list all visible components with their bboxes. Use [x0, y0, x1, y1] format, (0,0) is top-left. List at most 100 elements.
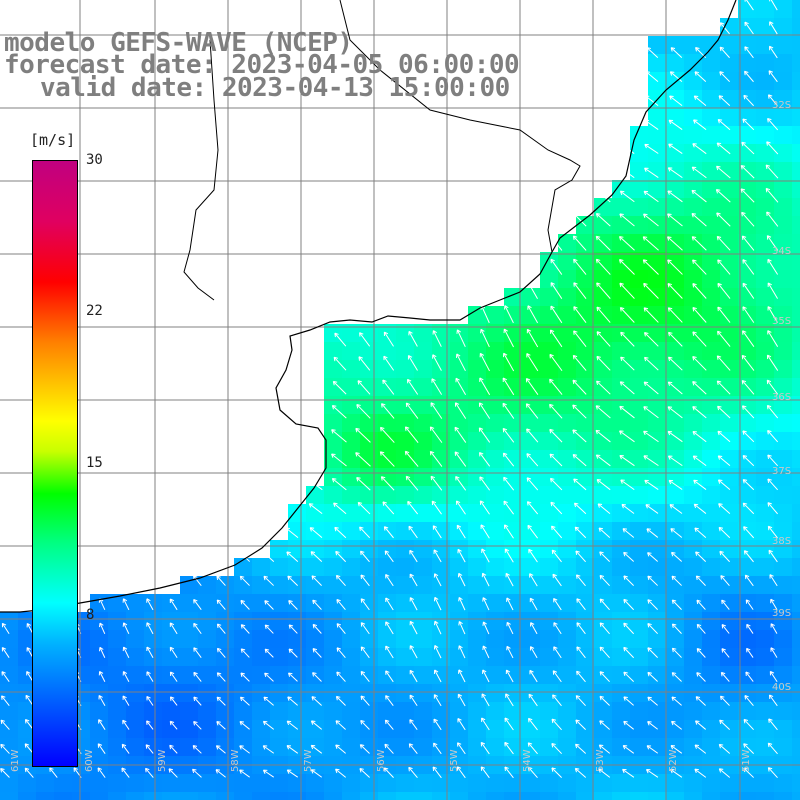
speed-cell	[648, 774, 667, 793]
speed-cell	[738, 792, 757, 800]
colorbar-label-8: 8	[86, 607, 95, 623]
wind-arrow	[502, 452, 515, 467]
speed-cell	[684, 144, 703, 163]
speed-cell	[756, 486, 775, 505]
speed-cell	[432, 450, 451, 469]
wind-arrow	[718, 768, 731, 778]
wind-arrow	[765, 164, 779, 179]
speed-cell	[18, 774, 37, 793]
speed-cell	[558, 468, 577, 487]
wind-arrow	[331, 404, 347, 419]
speed-cell	[180, 792, 199, 800]
wind-arrow	[718, 526, 731, 539]
speed-cell	[450, 720, 469, 739]
wind-arrow	[549, 378, 563, 395]
wind-arrow	[767, 282, 778, 299]
wind-arrow	[169, 671, 178, 682]
speed-cell	[486, 558, 505, 577]
speed-cell	[504, 450, 523, 469]
speed-cell	[684, 162, 703, 181]
longitude-label: 56W	[376, 749, 387, 772]
speed-cell	[504, 738, 523, 757]
wind-arrow	[454, 402, 467, 419]
speed-cell	[792, 630, 800, 649]
speed-cell	[594, 324, 613, 343]
wind-arrow	[360, 646, 370, 659]
speed-cell	[576, 558, 595, 577]
wind-arrow	[647, 552, 659, 562]
speed-cell	[774, 288, 793, 307]
speed-cell	[756, 90, 775, 109]
wind-arrow	[596, 331, 611, 347]
speed-cell	[756, 54, 775, 73]
wind-arrow	[335, 574, 346, 587]
speed-cell	[792, 378, 800, 397]
speed-cell	[666, 684, 685, 703]
speed-cell	[774, 522, 793, 541]
speed-cell	[144, 720, 163, 739]
speed-cell	[522, 432, 541, 451]
speed-cell	[54, 792, 73, 800]
speed-cell	[774, 0, 793, 19]
speed-cell	[648, 792, 667, 800]
speed-cell	[558, 360, 577, 379]
wind-arrow	[431, 500, 442, 515]
speed-cell	[414, 738, 433, 757]
wind-arrow	[696, 623, 706, 634]
wind-arrow	[573, 502, 587, 515]
speed-cell	[288, 540, 307, 559]
wind-arrow	[692, 283, 707, 299]
wind-arrow	[671, 623, 682, 634]
speed-cell	[432, 738, 451, 757]
speed-cell	[756, 774, 775, 793]
speed-cell	[324, 576, 343, 595]
wind-arrow	[456, 524, 466, 539]
wind-arrow	[668, 356, 683, 371]
speed-cell	[576, 252, 595, 271]
speed-cell	[0, 702, 19, 721]
speed-cell	[288, 558, 307, 577]
speed-cell	[576, 702, 595, 721]
wind-arrow	[262, 745, 275, 754]
speed-cell	[630, 630, 649, 649]
wind-arrow	[384, 550, 394, 563]
wind-arrow	[356, 403, 371, 419]
speed-cell	[666, 630, 685, 649]
speed-cell	[432, 540, 451, 559]
speed-cell	[144, 666, 163, 685]
speed-cell	[540, 342, 559, 361]
speed-cell	[450, 540, 469, 559]
speed-cell	[756, 144, 775, 163]
speed-cell	[486, 774, 505, 793]
wind-arrow	[262, 720, 275, 730]
speed-cell	[720, 342, 739, 361]
wind-arrow	[767, 454, 779, 467]
wind-arrow	[383, 526, 394, 539]
longitude-label: 58W	[230, 749, 241, 772]
speed-cell	[738, 486, 757, 505]
wind-arrow	[331, 478, 347, 491]
wind-arrow	[746, 623, 754, 634]
longitude-label: 60W	[84, 749, 95, 772]
wind-arrow	[742, 430, 755, 443]
speed-cell	[198, 648, 217, 667]
wind-arrow	[695, 551, 707, 562]
wind-arrow	[527, 524, 539, 539]
longitude-label: 54W	[522, 749, 533, 772]
wind-arrow	[408, 525, 418, 539]
speed-cell	[18, 720, 37, 739]
wind-arrow	[717, 118, 731, 131]
speed-cell	[396, 360, 415, 379]
speed-cell	[270, 792, 289, 800]
speed-cell	[378, 558, 397, 577]
speed-cell	[522, 324, 541, 343]
wind-arrow	[717, 430, 731, 443]
speed-cell	[648, 630, 667, 649]
wind-arrow	[767, 306, 779, 323]
speed-cell	[774, 486, 793, 505]
wind-arrow	[97, 743, 106, 754]
speed-cell	[522, 486, 541, 505]
wind-arrow	[1, 622, 10, 635]
wind-arrow	[719, 71, 731, 83]
wind-arrow	[619, 213, 635, 227]
